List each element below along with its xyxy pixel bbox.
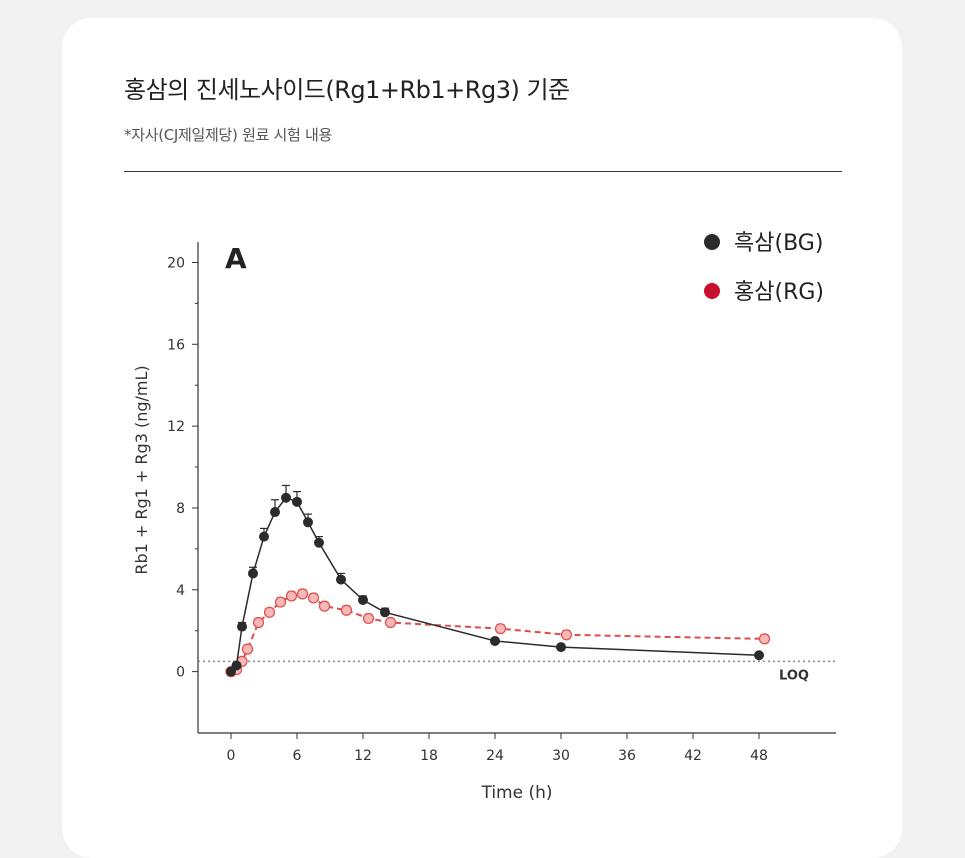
x-tick-label: 36	[618, 748, 636, 764]
y-tick-label: 0	[176, 665, 185, 681]
page-subtitle: *자사(CJ제일제당) 원료 시험 내용	[124, 126, 333, 144]
data-point	[281, 492, 291, 503]
data-point	[307, 592, 320, 604]
x-tick-label: 30	[552, 748, 570, 764]
data-point	[318, 600, 331, 612]
x-tick-label: 12	[354, 748, 372, 764]
data-point	[358, 595, 368, 606]
y-axis-label: Rb1 + Rg1 + Rg3 (ng/mL)	[132, 365, 151, 574]
data-point	[296, 588, 309, 600]
legend-label: 홍삼(RG)	[734, 280, 824, 305]
data-point	[494, 623, 507, 635]
data-point	[490, 635, 500, 646]
page-title: 홍삼의 진세노사이드(Rg1+Rb1+Rg3) 기준	[124, 76, 570, 104]
data-point	[259, 531, 269, 542]
series-rg	[225, 588, 771, 678]
legend-marker	[704, 283, 720, 299]
y-tick-label: 20	[167, 255, 185, 271]
series-bg	[226, 484, 764, 677]
data-point	[384, 616, 397, 629]
series-line	[230, 496, 760, 673]
data-point	[248, 568, 258, 579]
content-card	[62, 18, 902, 858]
legend: 흑삼(BG) 홍삼(RG)	[704, 231, 824, 305]
data-point	[241, 643, 254, 655]
loq-label: LOQ	[779, 668, 809, 683]
x-tick-label: 6	[293, 748, 302, 764]
data-point	[362, 612, 375, 625]
x-axis-label: Time (h)	[480, 783, 552, 803]
data-point	[231, 660, 242, 671]
x-tick-label: 42	[684, 748, 702, 764]
data-point	[754, 650, 764, 661]
y-tick-label: 8	[176, 501, 185, 517]
data-point	[274, 596, 287, 608]
data-point	[314, 537, 324, 548]
data-point	[270, 507, 280, 518]
data-point	[560, 629, 573, 641]
data-point	[758, 633, 771, 645]
data-point	[303, 517, 313, 528]
legend-marker	[704, 234, 720, 250]
y-tick-label: 4	[176, 583, 185, 599]
panel-label: A	[225, 242, 247, 275]
x-tick-label: 18	[420, 748, 438, 764]
data-point	[263, 606, 276, 618]
data-point	[556, 642, 566, 653]
title-divider	[124, 171, 842, 172]
data-point	[285, 590, 298, 602]
x-tick-label: 24	[486, 748, 504, 764]
data-point	[237, 621, 247, 632]
y-tick-label: 12	[167, 419, 185, 435]
x-tick-label: 48	[750, 748, 768, 764]
x-tick-label: 0	[227, 748, 236, 764]
data-point	[292, 496, 302, 507]
y-tick-label: 16	[167, 337, 185, 353]
legend-label: 흑삼(BG)	[734, 231, 823, 256]
data-point	[380, 607, 390, 618]
data-point	[340, 604, 353, 616]
data-point	[336, 574, 346, 585]
data-point	[252, 616, 265, 629]
